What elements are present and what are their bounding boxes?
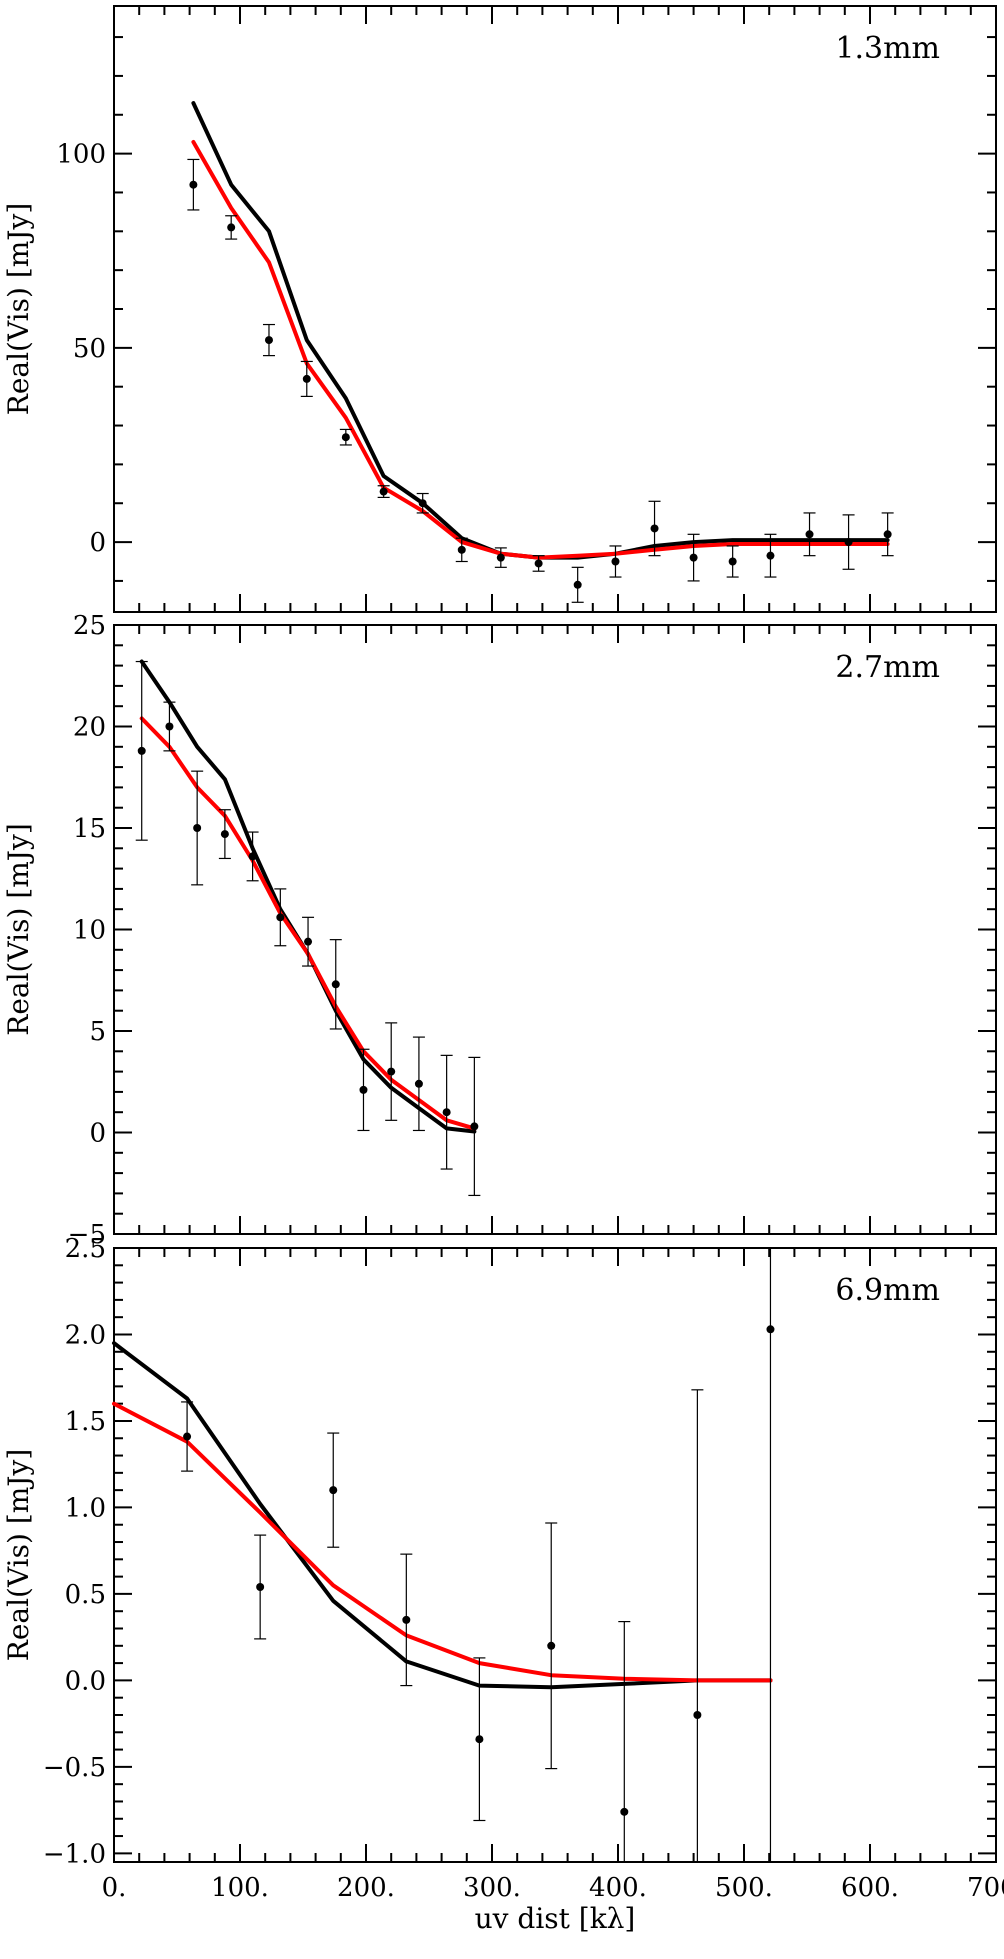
panel-6-9mm: −1.0 −0.5 0.0 0.5 1.0 1.5 2.0 2.5 0. 100. 200. 300.… [2, 1234, 1004, 1935]
panel-1-3mm-y-tick-label: 100 [56, 140, 106, 170]
panel-6-9mm-x-tick-label: 700. [967, 1873, 1004, 1903]
panel-1-3mm-y-axis-title: Real(Vis) [mJy] [2, 203, 35, 416]
panel-1-3mm-data-point [689, 553, 698, 562]
panel-1-3mm-data-point [302, 374, 311, 383]
panel-6-9mm-y-tick-label: 0.5 [65, 1580, 106, 1610]
panel-2-7mm-y-tick-label: 15 [73, 814, 106, 844]
panel-2-7mm-data-point [137, 746, 146, 755]
panel-1-3mm-data-point [650, 524, 659, 533]
panel-2-7mm-y-tick-label: 10 [73, 916, 106, 946]
panel-2-7mm-y-tick-label: −5 [68, 1220, 106, 1250]
panel-2-7mm-data-point [387, 1067, 396, 1076]
panel-6-9mm-data-point [620, 1807, 629, 1816]
panel-6-9mm-x-tick-label: 500. [715, 1873, 773, 1903]
panel-6-9mm-data-point [766, 1325, 775, 1334]
panel-2-7mm-data-point [331, 980, 340, 989]
panel-1-3mm-y-tick-label: 50 [73, 334, 106, 364]
panel-2-7mm-y-tick-label: 0 [89, 1119, 106, 1149]
panel-1-3mm-data-point [611, 557, 620, 566]
panel-6-9mm-frame [113, 1247, 997, 1863]
panel-1-3mm-model-line-black [191, 101, 890, 560]
panel-1-3mm-data-point [457, 545, 466, 554]
panel-6-9mm-y-tick-label: −0.5 [43, 1753, 106, 1783]
panel-1-3mm-data-point [766, 551, 775, 560]
panel-1-3mm-data-point [418, 499, 427, 508]
panel-6-9mm-x-tick-label: 300. [463, 1873, 521, 1903]
panel-6-9mm-model-line-black [112, 1341, 773, 1690]
panel-2-7mm: −5 0 5 10 15 20 25 Real(Vis) [mJy] 2.7mm [2, 611, 997, 1250]
panel-1-3mm-data-point [573, 580, 582, 589]
panel-2-7mm-y-axis-title: Real(Vis) [mJy] [2, 823, 35, 1036]
panel-6-9mm-model-line-red [112, 1401, 773, 1683]
panel-1-3mm-data-point [805, 530, 814, 539]
panel-1-3mm-label: 1.3mm [835, 31, 940, 66]
panel-6-9mm-y-tick-label: 0.0 [65, 1666, 106, 1696]
panel-1-3mm-data-point [534, 559, 543, 568]
panel-6-9mm-label: 6.9mm [835, 1273, 940, 1308]
panel-6-9mm-y-tick-label: 1.5 [65, 1407, 106, 1437]
panel-2-7mm-data-point [165, 722, 174, 731]
panel-1-3mm-data-point [728, 557, 737, 566]
panel-6-9mm-data-point [256, 1582, 265, 1591]
panel-2-7mm-data-point [442, 1108, 451, 1117]
panel-1-3mm-data-point [264, 336, 273, 345]
panel-1-3mm-data-point [189, 180, 198, 189]
panel-6-9mm-x-tick-label: 100. [211, 1873, 269, 1903]
panel-6-9mm-x-tick-label: 0. [102, 1873, 127, 1903]
panel-1-3mm-data-point [844, 538, 853, 547]
panel-6-9mm-x-tick-label: 200. [337, 1873, 395, 1903]
panel-2-7mm-y-tick-label: 25 [73, 611, 106, 641]
panel-2-7mm-label: 2.7mm [835, 650, 940, 685]
panel-2-7mm-model-line-black [139, 659, 477, 1134]
panel-2-7mm-data-point [248, 852, 257, 861]
panel-1-3mm-frame [113, 5, 997, 613]
panel-6-9mm-data-point [329, 1486, 338, 1495]
panel-1-3mm: 0 50 100 Real(Vis) [mJy] 1.3mm [2, 5, 997, 613]
panel-2-7mm-data-point [304, 937, 313, 946]
panel-2-7mm-data-point [414, 1079, 423, 1088]
panel-6-9mm-y-tick-label: 2.0 [65, 1320, 106, 1350]
panel-1-3mm-data-point [883, 530, 892, 539]
panel-6-9mm-data-point [183, 1432, 192, 1441]
panel-2-7mm-y-tick-label: 5 [89, 1017, 106, 1047]
panel-1-3mm-y-tick-label: 0 [89, 528, 106, 558]
panel-2-7mm-frame [113, 624, 997, 1235]
panel-1-3mm-data-point [227, 223, 236, 232]
panel-1-3mm-data-point [496, 553, 505, 562]
panel-1-3mm-model-line-red [191, 140, 890, 560]
panel-6-9mm-y-axis-title: Real(Vis) [mJy] [2, 1449, 35, 1662]
panel-6-9mm-data-point [402, 1615, 411, 1624]
panel-2-7mm-data-point [193, 824, 202, 832]
panel-1-3mm-data-point [379, 487, 388, 496]
panel-6-9mm-x-tick-label: 600. [841, 1873, 899, 1903]
panel-2-7mm-y-tick-label: 20 [73, 713, 106, 743]
panel-6-9mm-data-point [547, 1641, 556, 1650]
panel-1-3mm-data-point [341, 433, 350, 442]
panel-2-7mm-data-point [359, 1085, 368, 1094]
panel-6-9mm-data-point [475, 1735, 484, 1744]
panel-2-7mm-data-point [276, 913, 285, 922]
panel-6-9mm-y-tick-label: 1.0 [65, 1493, 106, 1523]
panel-2-7mm-data-point [220, 830, 229, 839]
panel-6-9mm-x-axis-title: uv dist [kλ] [475, 1902, 636, 1935]
panel-2-7mm-data-point [470, 1122, 479, 1131]
panel-6-9mm-y-tick-label: 2.5 [65, 1234, 106, 1264]
panel-6-9mm-x-tick-label: 400. [589, 1873, 647, 1903]
panel-6-9mm-data-point [693, 1710, 702, 1719]
panel-6-9mm-y-tick-label: −1.0 [43, 1839, 106, 1869]
